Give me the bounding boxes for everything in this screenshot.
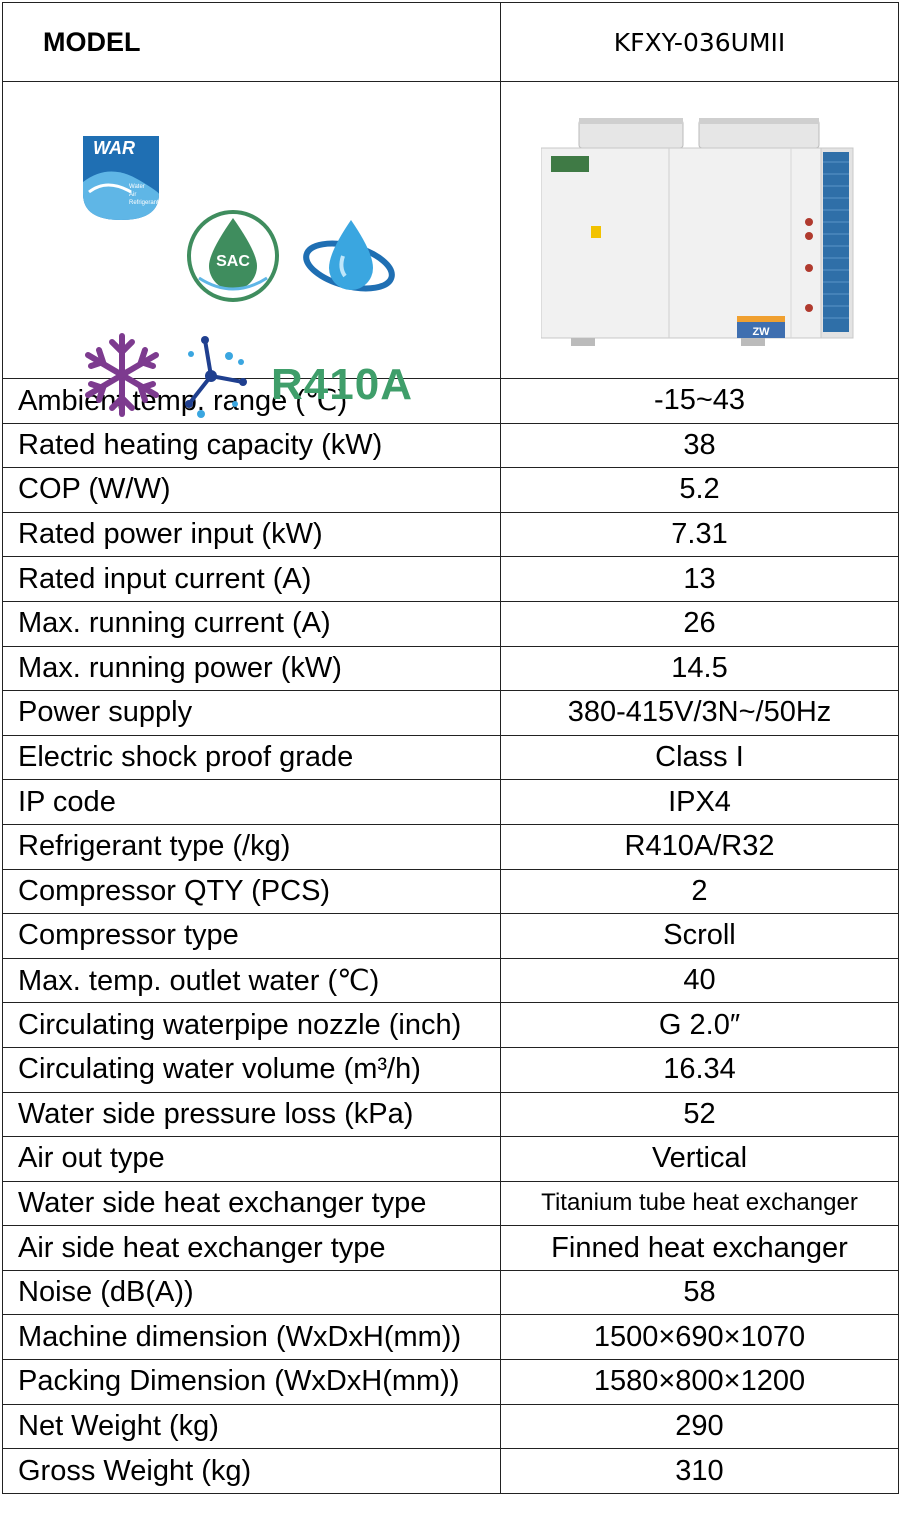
spec-row: Refrigerant type (/kg) R410A/R32: [2, 823, 899, 870]
spec-value: 16.34: [500, 1046, 899, 1093]
war-logo: WAR Water Air Refrigerant: [83, 136, 159, 220]
spec-value: -15~43: [500, 378, 899, 424]
spec-label: Power supply: [2, 690, 501, 736]
svg-text:Water: Water: [129, 184, 145, 190]
spec-value: 2: [500, 868, 899, 915]
spec-value: 1500×690×1070: [500, 1314, 899, 1361]
water-drop-orbit-logo: [303, 220, 395, 292]
product-badge: ZW: [752, 326, 770, 338]
spec-label: Refrigerant type (/kg): [2, 823, 501, 870]
spec-row: Air out type Vertical: [2, 1136, 899, 1182]
spec-value: 52: [500, 1091, 899, 1138]
spec-label: Max. running current (A): [2, 600, 501, 647]
spec-value: Scroll: [500, 913, 899, 959]
product-image-cell: ZW: [500, 81, 899, 379]
molecule-icon: [185, 336, 247, 418]
spec-label: Air side heat exchanger type: [2, 1225, 501, 1271]
spec-label: Rated input current (A): [2, 556, 501, 602]
spec-value: 5.2: [500, 467, 899, 513]
spec-value: IPX4: [500, 779, 899, 825]
sac-logo-text: SAC: [216, 253, 250, 270]
spec-label: Circulating waterpipe nozzle (inch): [2, 1002, 501, 1048]
spec-row: Power supply 380-415V/3N~/50Hz: [2, 690, 899, 736]
spec-row: Max. running current (A) 26: [2, 600, 899, 647]
spec-value: 1580×800×1200: [500, 1359, 899, 1405]
spec-row: Compressor QTY (PCS) 2: [2, 868, 899, 915]
spec-row: Circulating water volume (m³/h) 16.34: [2, 1046, 899, 1093]
spec-row: Water side pressure loss (kPa) 52: [2, 1091, 899, 1138]
spec-row: Water side heat exchanger type Titanium t…: [2, 1180, 899, 1227]
spec-value: Vertical: [500, 1136, 899, 1182]
spec-row: Gross Weight (kg) 310: [2, 1448, 899, 1494]
spec-row: Max. temp. outlet water (℃) 40: [2, 957, 899, 1004]
spec-value: 7.31: [500, 511, 899, 558]
spec-row: Machine dimension (WxDxH(mm)) 1500×690×10…: [2, 1314, 899, 1361]
logo-group: WAR Water Air Refrigerant SAC: [3, 82, 500, 418]
spec-row: Net Weight (kg) 290: [2, 1403, 899, 1450]
spec-row: Ambient temp. range (℃) -15~43: [2, 378, 899, 424]
svg-text:Refrigerant: Refrigerant: [129, 200, 159, 206]
spec-label: Rated power input (kW): [2, 511, 501, 558]
spec-label: Noise (dB(A)): [2, 1269, 501, 1316]
spec-label: Electric shock proof grade: [2, 734, 501, 781]
spec-value: 380-415V/3N~/50Hz: [500, 690, 899, 736]
spec-value: 310: [500, 1448, 899, 1494]
spec-label: Rated heating capacity (kW): [2, 422, 501, 469]
spec-label: Water side pressure loss (kPa): [2, 1091, 501, 1138]
logos-cell: WAR Water Air Refrigerant SAC: [2, 81, 501, 418]
spec-label: Machine dimension (WxDxH(mm)): [2, 1314, 501, 1361]
sac-logo: SAC: [187, 210, 279, 302]
spec-value: 13: [500, 556, 899, 602]
model-value: KFXY-036UMII: [500, 2, 899, 82]
spec-row: Rated heating capacity (kW) 38: [2, 422, 899, 469]
spec-label: Compressor type: [2, 913, 501, 959]
spec-row: Air side heat exchanger type Finned heat …: [2, 1225, 899, 1271]
spec-value: Titanium tube heat exchanger: [500, 1180, 899, 1227]
spec-label: Compressor QTY (PCS): [2, 868, 501, 915]
spec-value: 58: [500, 1269, 899, 1316]
spec-value: 290: [500, 1403, 899, 1450]
spec-label: Packing Dimension (WxDxH(mm)): [2, 1359, 501, 1405]
svg-text:Air: Air: [129, 192, 136, 198]
spec-row: Noise (dB(A)) 58: [2, 1269, 899, 1316]
spec-label: Gross Weight (kg): [2, 1448, 501, 1494]
spec-value: R410A/R32: [500, 823, 899, 870]
spec-value: 26: [500, 600, 899, 647]
spec-table: MODEL KFXY-036UMII WAR Water Air Refrige…: [2, 2, 899, 1494]
product-image: ZW: [541, 118, 854, 346]
spec-value: 38: [500, 422, 899, 469]
spec-row: Max. running power (kW) 14.5: [2, 645, 899, 692]
spec-row: Rated power input (kW) 7.31: [2, 511, 899, 558]
spec-label: Circulating water volume (m³/h): [2, 1046, 501, 1093]
spec-row: Rated input current (A) 13: [2, 556, 899, 602]
spec-label: Ambient temp. range (℃): [2, 378, 501, 424]
spec-value: 40: [500, 957, 899, 1004]
spec-label: Max. temp. outlet water (℃): [2, 957, 501, 1004]
spec-row: Circulating waterpipe nozzle (inch) G 2.0…: [2, 1002, 899, 1048]
spec-label: Max. running power (kW): [2, 645, 501, 692]
spec-label: Water side heat exchanger type: [2, 1180, 501, 1227]
spec-value: Finned heat exchanger: [500, 1225, 899, 1271]
spec-label: COP (W/W): [2, 467, 501, 513]
spec-value: Class I: [500, 734, 899, 781]
spec-value: G 2.0″: [500, 1002, 899, 1048]
spec-row: IP code IPX4: [2, 779, 899, 825]
spec-row: COP (W/W) 5.2: [2, 467, 899, 513]
spec-label: Net Weight (kg): [2, 1403, 501, 1450]
snowflake-icon: [85, 333, 159, 417]
spec-value: 14.5: [500, 645, 899, 692]
r410a-logo: R410A: [271, 360, 413, 409]
image-row: WAR Water Air Refrigerant SAC: [2, 81, 899, 418]
spec-row: Electric shock proof grade Class I: [2, 734, 899, 781]
spec-label: Air out type: [2, 1136, 501, 1182]
spec-label: IP code: [2, 779, 501, 825]
spec-row: Packing Dimension (WxDxH(mm)) 1580×800×12…: [2, 1359, 899, 1405]
model-row: MODEL KFXY-036UMII: [2, 2, 899, 82]
spec-row: Compressor type Scroll: [2, 913, 899, 959]
model-label: MODEL: [2, 2, 501, 82]
war-logo-text: WAR: [93, 138, 135, 158]
